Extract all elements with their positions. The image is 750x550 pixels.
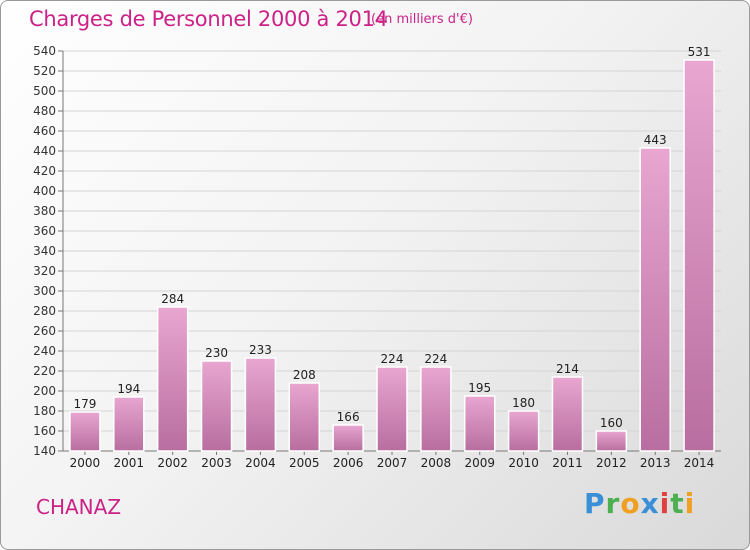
data-label-2005: 208 bbox=[293, 368, 316, 382]
y-tick-label: 400 bbox=[33, 184, 56, 198]
data-label-2013: 443 bbox=[644, 133, 667, 147]
data-label-2001: 194 bbox=[117, 382, 140, 396]
x-tick-label-2006: 2006 bbox=[333, 456, 364, 470]
bar-2000 bbox=[69, 411, 101, 452]
bar-2002 bbox=[156, 306, 189, 452]
data-label-2009: 195 bbox=[468, 381, 491, 395]
y-tick-label: 180 bbox=[33, 404, 56, 418]
data-label-2006: 166 bbox=[337, 410, 360, 424]
bar-2007 bbox=[376, 366, 408, 452]
x-tick-label-2013: 2013 bbox=[640, 456, 671, 470]
y-tick-label: 300 bbox=[33, 284, 56, 298]
data-label-2003: 230 bbox=[205, 346, 228, 360]
bar-2011 bbox=[551, 376, 584, 452]
bars bbox=[69, 59, 715, 452]
x-tick-label-2010: 2010 bbox=[508, 456, 539, 470]
y-tick-label: 420 bbox=[33, 164, 56, 178]
data-label-2012: 160 bbox=[600, 416, 623, 430]
y-tick-label: 520 bbox=[33, 64, 56, 78]
y-tick-label: 240 bbox=[33, 344, 56, 358]
proxiti-logo: Proxiti bbox=[584, 487, 696, 520]
y-tick-label: 160 bbox=[33, 424, 56, 438]
y-tick-label: 540 bbox=[33, 44, 56, 58]
data-label-2008: 224 bbox=[424, 352, 447, 366]
bar-2004 bbox=[244, 357, 277, 452]
y-tick-label: 220 bbox=[33, 364, 56, 378]
y-tick-label: 260 bbox=[33, 324, 56, 338]
data-label-2014: 531 bbox=[688, 45, 711, 59]
x-tick-label-2000: 2000 bbox=[70, 456, 101, 470]
x-tick-label-2007: 2007 bbox=[377, 456, 408, 470]
x-tick-label-2001: 2001 bbox=[114, 456, 145, 470]
bar-2012 bbox=[595, 430, 628, 452]
bar-2005 bbox=[288, 382, 321, 452]
data-label-2000: 179 bbox=[73, 397, 96, 411]
y-tick-label: 380 bbox=[33, 204, 56, 218]
y-tick-label: 200 bbox=[33, 384, 56, 398]
bar-2008 bbox=[420, 366, 452, 452]
y-tick-label: 460 bbox=[33, 124, 56, 138]
data-label-2010: 180 bbox=[512, 396, 535, 410]
chart-title: Charges de Personnel 2000 à 2014 bbox=[29, 7, 388, 31]
commune-name: CHANAZ bbox=[36, 495, 122, 519]
y-tick-label: 480 bbox=[33, 104, 56, 118]
bar-2001 bbox=[113, 396, 145, 452]
x-tick-label-2011: 2011 bbox=[552, 456, 583, 470]
chart-unit: (en milliers d'€) bbox=[371, 12, 473, 27]
data-labels: 179 194 284 230 233 208 166 224 224 195 180 214 160 4… bbox=[73, 45, 710, 430]
y-tick-label: 320 bbox=[33, 264, 56, 278]
x-tick-label-2012: 2012 bbox=[596, 456, 627, 470]
data-label-2002: 284 bbox=[161, 292, 184, 306]
y-tick-label: 340 bbox=[33, 244, 56, 258]
y-tick-label: 140 bbox=[33, 444, 56, 458]
data-label-2004: 233 bbox=[249, 343, 272, 357]
bar-2003 bbox=[200, 360, 233, 452]
y-tick-label: 440 bbox=[33, 144, 56, 158]
y-tick-label: 360 bbox=[33, 224, 56, 238]
y-tick-label: 500 bbox=[33, 84, 56, 98]
x-tick-label-2005: 2005 bbox=[289, 456, 320, 470]
bar-2010 bbox=[507, 410, 540, 452]
x-tick-label-2002: 2002 bbox=[157, 456, 188, 470]
bar-2013 bbox=[639, 147, 671, 452]
x-tick-label-2009: 2009 bbox=[464, 456, 495, 470]
bar-2014 bbox=[683, 59, 715, 452]
x-tick-label-2003: 2003 bbox=[201, 456, 232, 470]
x-tick-label-2008: 2008 bbox=[421, 456, 452, 470]
y-tick-label: 280 bbox=[33, 304, 56, 318]
data-label-2007: 224 bbox=[381, 352, 404, 366]
data-label-2011: 214 bbox=[556, 362, 579, 376]
x-tick-label-2004: 2004 bbox=[245, 456, 276, 470]
bar-2009 bbox=[463, 395, 496, 452]
x-tick-label-2014: 2014 bbox=[684, 456, 715, 470]
bar-2006 bbox=[332, 424, 364, 452]
